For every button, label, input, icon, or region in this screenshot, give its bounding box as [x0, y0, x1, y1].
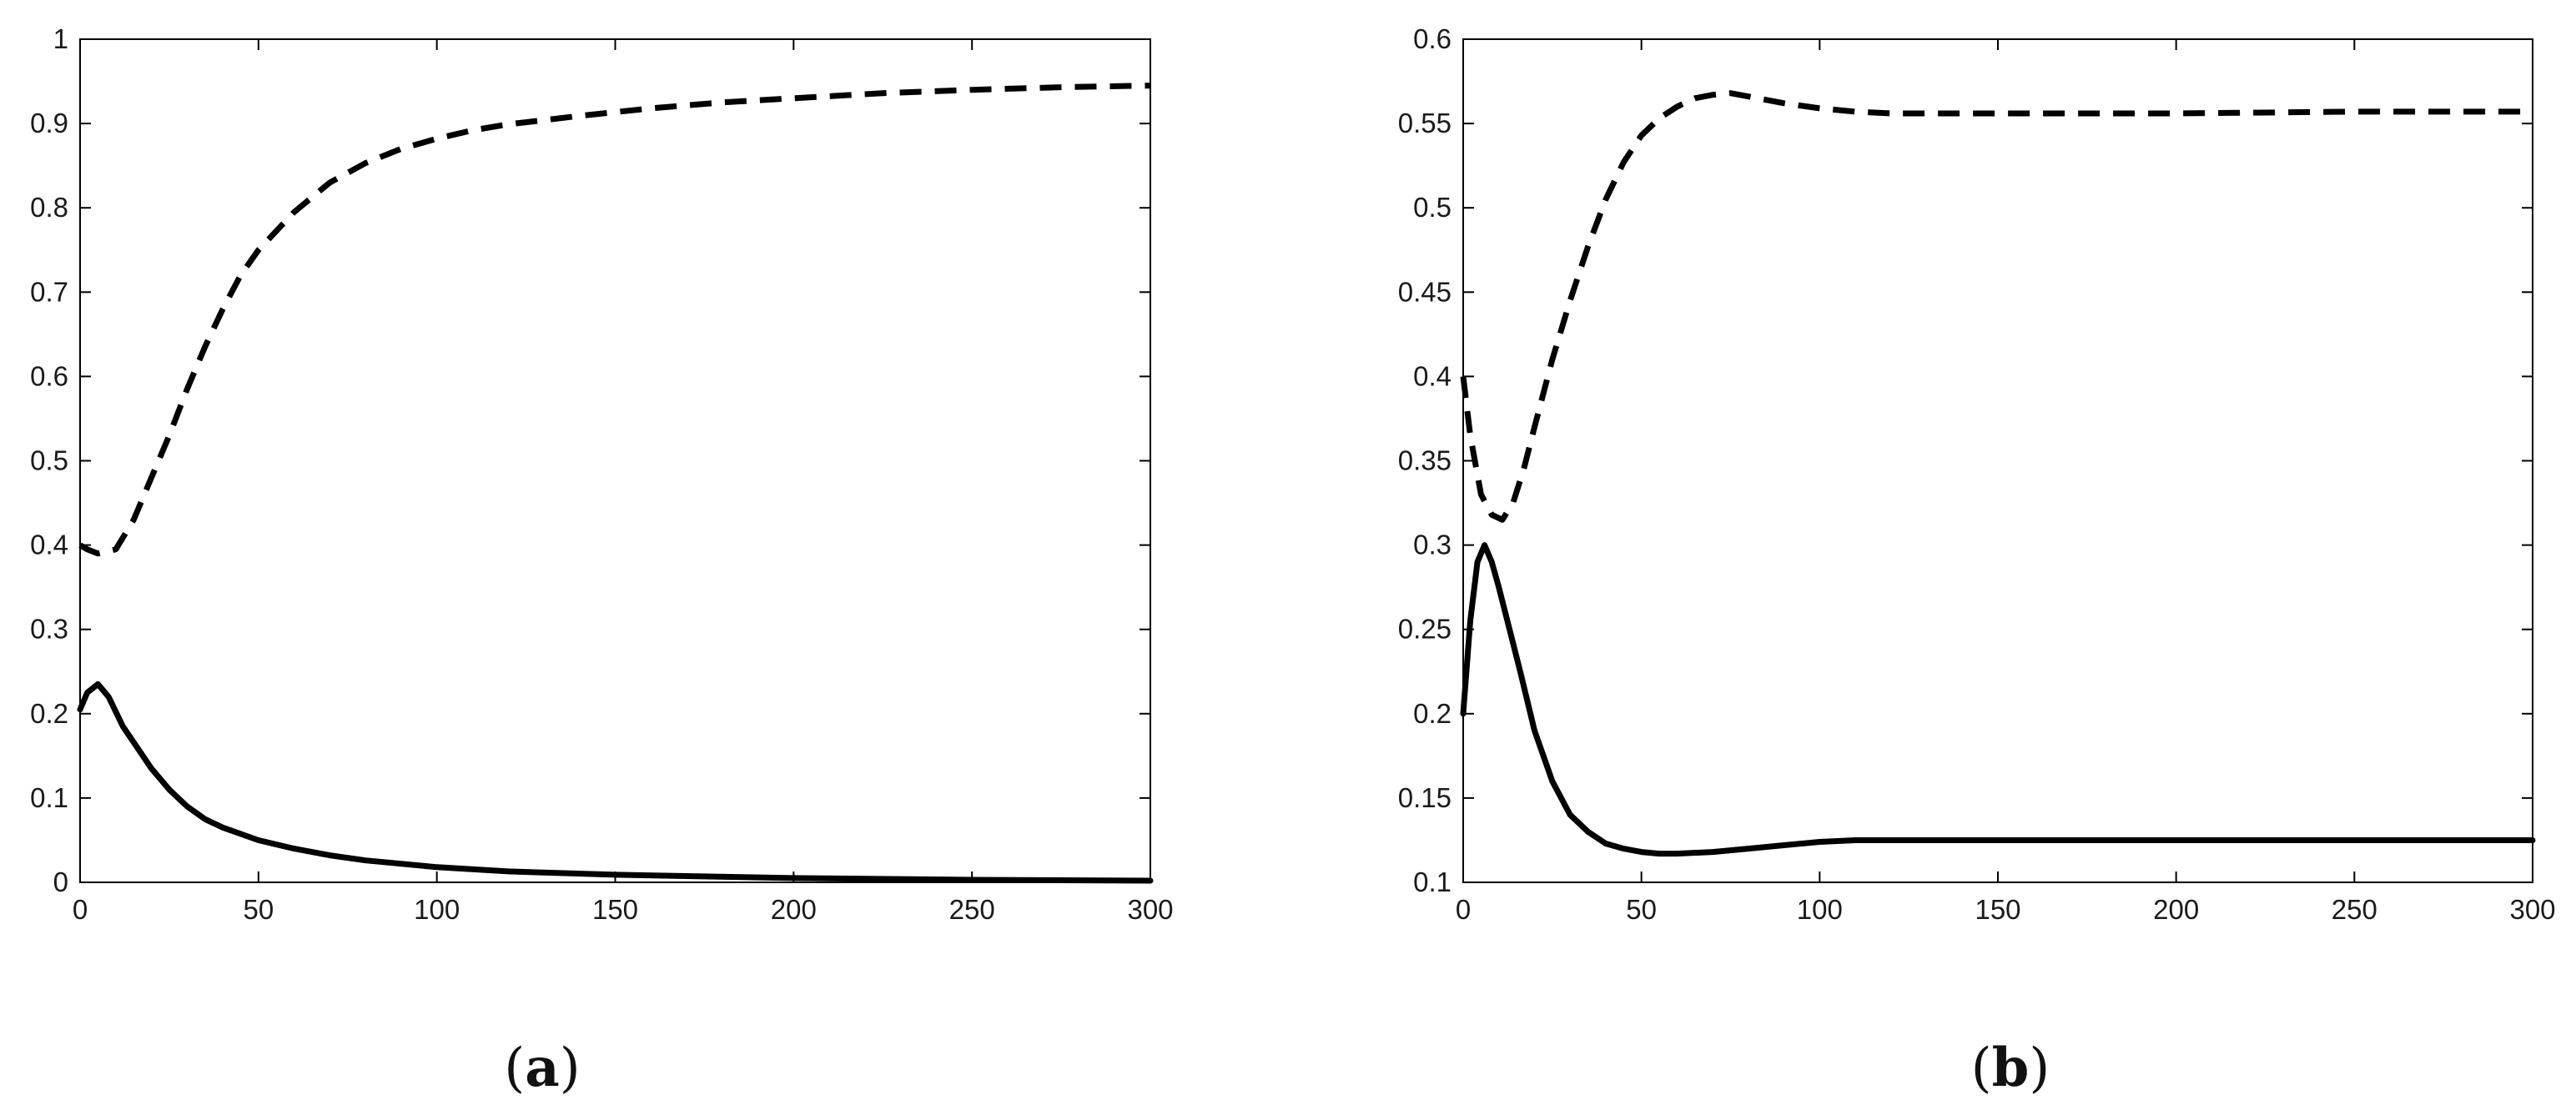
solid-series-line-b — [1460, 542, 2536, 857]
y-tick-label: 0.5 — [1413, 192, 1452, 223]
x-tick-label: 50 — [243, 894, 274, 925]
y-tick-label: 0.8 — [30, 192, 68, 223]
y-tick-label: 0.1 — [1413, 866, 1452, 897]
x-tick-label: 0 — [1456, 894, 1471, 925]
y-tick-label: 0.15 — [1398, 782, 1452, 813]
chart-panel-a: 0 50 100 150 200 250 300 0 0.1 0.2 0.3 0.4 0.5 0.6 0.7… — [30, 23, 1173, 925]
panel-a-close-paren: ) — [560, 1037, 581, 1099]
y-tick-label: 0.55 — [1398, 108, 1452, 138]
y-tick-label: 0.6 — [1413, 23, 1452, 54]
y-tick-label: 0.9 — [30, 108, 68, 138]
x-tick-label: 250 — [949, 894, 995, 925]
x-tick-label: 200 — [2153, 894, 2199, 925]
y-tick-label: 0.7 — [30, 276, 68, 307]
axes-frame-a — [79, 38, 1151, 883]
chart-panel-b: 0 50 100 150 200 250 300 0.1 0.15 0.2 0.25 0.3 0.35 0… — [1398, 23, 2556, 925]
y-tick-label: 0.3 — [30, 614, 68, 645]
y-tick-label: 0.45 — [1398, 276, 1452, 307]
panel-b-open-paren: ( — [1971, 1037, 1992, 1099]
y-tick-label: 0.1 — [30, 782, 68, 813]
dashed-series-line-a — [78, 83, 1151, 557]
y-tick-label: 1 — [53, 23, 68, 54]
panel-b-letter: b — [1992, 1037, 2030, 1099]
x-tick-label: 300 — [1127, 894, 1173, 925]
panel-a-open-paren: ( — [504, 1037, 525, 1099]
dashed-series-line-b — [1460, 90, 2533, 523]
x-tick-label: 50 — [1626, 894, 1657, 925]
panel-b-caption: (b) — [1971, 1037, 2050, 1099]
y-tick-label: 0.3 — [1413, 530, 1452, 560]
x-tick-label: 100 — [1797, 894, 1843, 925]
solid-series-line-a — [77, 681, 1154, 884]
x-tick-label: 100 — [414, 894, 460, 925]
x-tick-label: 250 — [2332, 894, 2377, 925]
y-tick-label: 0.25 — [1398, 614, 1452, 645]
x-tick-label: 150 — [1975, 894, 2020, 925]
y-tick-label: 0 — [53, 866, 68, 897]
x-tick-label: 300 — [2509, 894, 2555, 925]
panel-b-close-paren: ) — [2029, 1037, 2050, 1099]
x-tick-label: 150 — [592, 894, 638, 925]
y-tick-label: 0.2 — [1413, 698, 1452, 729]
y-tick-label: 0.4 — [1413, 360, 1452, 391]
x-tick-label: 200 — [771, 894, 817, 925]
y-tick-label: 0.5 — [30, 445, 68, 476]
y-tick-label: 0.35 — [1398, 445, 1452, 476]
panel-a-letter: a — [525, 1037, 559, 1099]
y-tick-label: 0.6 — [30, 360, 68, 391]
x-tick-label: 0 — [73, 894, 88, 925]
y-tick-label: 0.2 — [30, 698, 68, 729]
panel-a-caption: (a) — [504, 1037, 580, 1099]
y-tick-label: 0.4 — [30, 530, 68, 560]
